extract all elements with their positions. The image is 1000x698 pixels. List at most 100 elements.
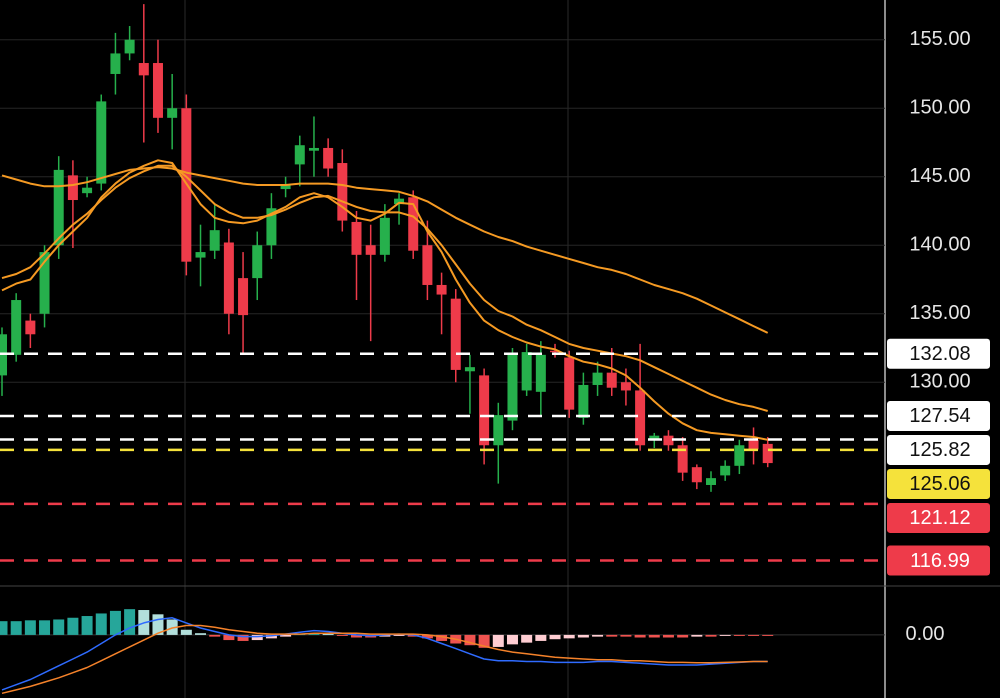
histogram-bar — [379, 634, 391, 637]
histogram-bar — [195, 633, 207, 635]
marks-layer — [0, 4, 880, 695]
histogram-bar — [237, 634, 249, 641]
level-label-box — [887, 338, 990, 369]
candle-body — [379, 217, 390, 255]
histogram-bar — [393, 634, 405, 636]
candle-body — [620, 382, 631, 391]
candle-body — [25, 320, 36, 335]
candle-body — [394, 198, 405, 205]
candle-body — [734, 445, 745, 466]
histogram-bar — [563, 634, 575, 639]
candle-body — [564, 357, 575, 410]
histogram-bar — [662, 634, 674, 638]
histogram-bar — [336, 634, 348, 636]
candle-body — [308, 147, 319, 151]
histogram-bar — [223, 634, 235, 641]
histogram-bar — [436, 634, 448, 641]
y-tick-label: 135.00 — [909, 302, 970, 324]
histogram-bar — [719, 634, 731, 636]
histogram-bar — [351, 634, 362, 638]
candle-body — [479, 375, 490, 446]
histogram-bar — [733, 634, 745, 636]
candle-body — [677, 445, 688, 473]
candle-body — [706, 478, 716, 485]
candle-body — [323, 147, 334, 169]
candle-body — [223, 242, 234, 314]
histogram-bar — [10, 621, 22, 635]
candle-body — [762, 443, 773, 464]
histogram-bar — [521, 634, 533, 643]
histogram-bar — [251, 634, 263, 641]
candle-body — [266, 208, 277, 246]
y-tick-label: 0.00 — [906, 623, 945, 645]
histogram-bar — [24, 620, 36, 635]
moving-average-line — [1, 164, 768, 412]
moving-average-line — [1, 159, 768, 441]
level-label: 121.12 — [909, 507, 970, 529]
histogram-bar — [705, 634, 717, 637]
histogram-bar — [762, 634, 774, 636]
histogram-bar — [535, 634, 547, 641]
candle-body — [691, 467, 702, 483]
histogram-bar — [648, 634, 660, 638]
candle-body — [67, 175, 78, 201]
candle-body — [138, 63, 149, 76]
level-label-box — [887, 502, 990, 533]
level-label: 116.99 — [910, 550, 970, 572]
histogram-bar — [166, 619, 178, 635]
histogram-bar — [53, 619, 65, 635]
histogram-bar — [549, 634, 561, 640]
histogram-bar — [691, 634, 703, 637]
histogram-bar — [280, 634, 292, 637]
candle-body — [252, 245, 263, 279]
candle-body — [464, 367, 475, 372]
histogram-bar — [492, 634, 504, 647]
level-label-box — [887, 545, 990, 576]
candle-body — [337, 163, 348, 221]
level-label: 125.06 — [909, 473, 970, 495]
y-tick-label: 145.00 — [909, 165, 970, 187]
histogram-bar — [95, 613, 107, 635]
candle-body — [635, 390, 646, 446]
candle-body — [39, 252, 50, 314]
level-label: 127.54 — [909, 405, 970, 427]
candle-body — [748, 439, 759, 450]
candle-body — [408, 197, 419, 251]
candle-body — [195, 252, 206, 258]
histogram-bar — [152, 614, 164, 635]
candle-body — [720, 465, 731, 476]
candle-body — [450, 298, 461, 370]
macd-line — [1, 624, 768, 695]
candle-body — [521, 352, 532, 391]
histogram-bar — [478, 634, 490, 648]
candle-body — [238, 278, 249, 316]
candle-body — [436, 284, 447, 295]
candle-body — [96, 101, 107, 184]
histogram-bar — [209, 634, 221, 637]
macd-line — [1, 617, 768, 691]
y-tick-label: 140.00 — [909, 234, 970, 256]
level-label-box — [887, 400, 990, 431]
histogram-bar — [124, 609, 136, 635]
histogram-bar — [109, 610, 121, 635]
candle-body — [11, 300, 22, 355]
histogram-bar — [577, 634, 589, 638]
candle-body — [82, 187, 93, 194]
moving-average-line — [1, 166, 769, 334]
histogram-bar — [180, 629, 192, 635]
histogram-bar — [421, 634, 433, 639]
candle-body — [493, 415, 504, 446]
candle-body — [663, 435, 674, 446]
candle-body — [606, 372, 617, 388]
candle-body — [578, 384, 589, 418]
histogram-bar — [0, 621, 8, 635]
histogram-bar — [265, 634, 277, 639]
level-label: 132.08 — [909, 343, 970, 365]
labels-layer: 155.00 150.00 145.00 140.00 135.00 130.00 132.… — [887, 28, 990, 645]
histogram-bar — [81, 616, 93, 635]
histogram-bar — [606, 634, 618, 637]
candle-body — [53, 169, 64, 246]
